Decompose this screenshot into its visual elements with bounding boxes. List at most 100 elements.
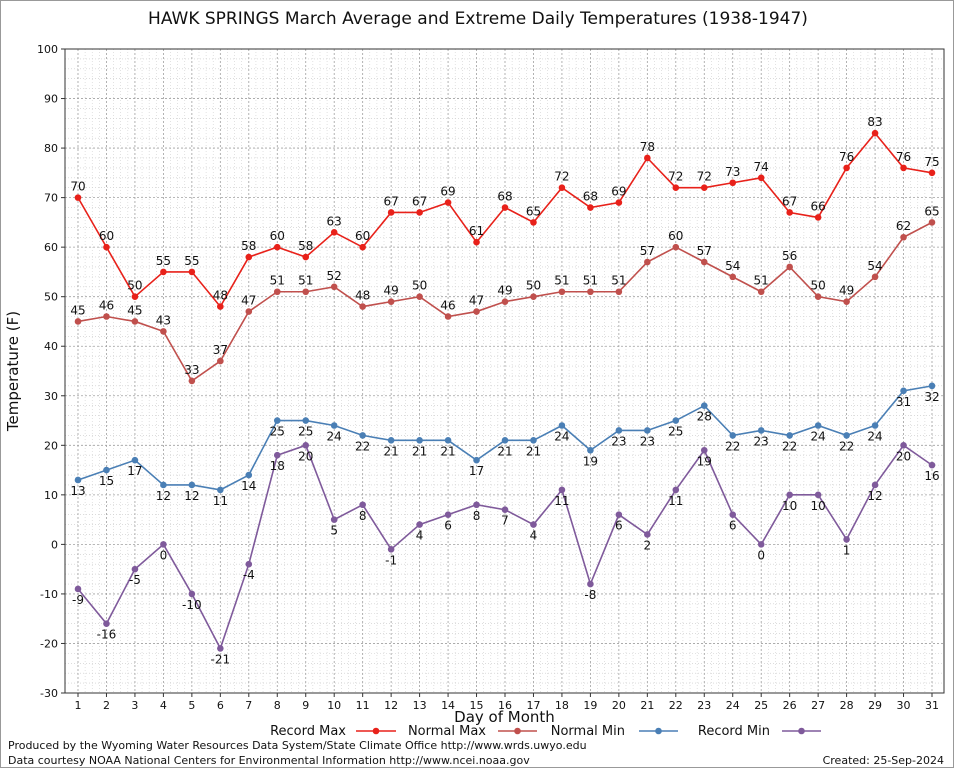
data-label: 6	[615, 519, 623, 533]
minor-gridlines	[65, 49, 944, 693]
data-point	[188, 481, 196, 489]
data-label: 72	[697, 170, 712, 184]
y-tick-label: 70	[44, 192, 58, 205]
data-point	[387, 546, 395, 553]
x-tick-label: 22	[669, 699, 683, 712]
x-tick-label: 28	[840, 699, 854, 712]
data-point	[217, 645, 224, 652]
x-tick-label: 20	[612, 699, 626, 712]
data-label: 68	[583, 190, 598, 204]
data-label: 2	[644, 538, 652, 552]
data-point	[530, 521, 537, 528]
data-label: 78	[640, 140, 655, 154]
data-label: 48	[355, 289, 370, 303]
data-label: 13	[70, 484, 85, 498]
data-label: 72	[668, 170, 683, 184]
data-point	[871, 273, 879, 281]
data-point	[843, 536, 850, 543]
data-label: 24	[554, 429, 569, 443]
data-label: -10	[182, 598, 202, 612]
data-point	[644, 427, 651, 434]
data-label: 62	[896, 219, 911, 233]
data-point	[615, 288, 623, 296]
x-tick-label: 25	[754, 699, 768, 712]
data-label: 24	[867, 429, 882, 443]
data-point	[245, 560, 253, 568]
data-point	[501, 298, 509, 305]
data-label: 50	[127, 279, 142, 293]
data-point	[444, 313, 452, 320]
y-tick-label: -30	[40, 687, 58, 700]
data-label: 49	[383, 284, 398, 298]
data-label: 51	[754, 274, 769, 288]
data-label: 68	[497, 190, 512, 204]
series-record-max: 70 60 50 55 55 48 58 60 58 63 60 67 67 69 61 68 65 72 68 69…	[70, 115, 940, 310]
data-label: 67	[782, 194, 797, 208]
data-label: 17	[127, 464, 142, 478]
data-label: 51	[611, 274, 626, 288]
x-tick-label: 29	[868, 699, 882, 712]
data-label: 10	[782, 499, 797, 513]
data-point	[615, 427, 623, 434]
data-label: 33	[184, 363, 199, 377]
data-label: 51	[298, 274, 313, 288]
data-point	[672, 243, 680, 251]
data-label: 50	[810, 279, 825, 293]
data-point	[74, 318, 82, 325]
data-label: 58	[241, 239, 256, 253]
footer-created: Created: 25-Sep-2024	[822, 754, 944, 767]
x-tick-label: 24	[726, 699, 740, 712]
data-point	[217, 303, 224, 310]
data-point	[843, 164, 850, 172]
data-label: 45	[127, 303, 142, 317]
data-point	[530, 293, 537, 300]
data-point	[131, 293, 139, 300]
y-tick-label: -10	[40, 588, 58, 601]
data-point	[587, 288, 594, 296]
data-label: 19	[697, 454, 712, 468]
data-label: 75	[924, 155, 939, 169]
data-point	[416, 209, 423, 216]
data-point	[330, 228, 338, 236]
y-tick-label: 100	[37, 43, 58, 56]
data-point	[587, 446, 594, 454]
data-point	[615, 511, 623, 518]
data-point	[473, 456, 480, 464]
data-point	[558, 422, 566, 429]
data-point	[615, 199, 623, 206]
data-label: 70	[70, 180, 85, 194]
data-label: 46	[99, 299, 114, 313]
data-point	[928, 461, 936, 469]
data-label: 0	[757, 548, 765, 562]
data-label: 37	[213, 343, 228, 357]
data-label: 51	[583, 274, 598, 288]
y-tick-label: -20	[40, 637, 58, 650]
data-point	[387, 298, 395, 305]
data-label: 72	[554, 170, 569, 184]
data-label: 45	[70, 303, 85, 317]
data-point	[245, 308, 253, 315]
data-label: 18	[270, 459, 285, 473]
data-point	[501, 506, 509, 514]
data-point	[729, 179, 737, 187]
legend-label: Normal Max	[408, 724, 486, 739]
data-point	[900, 233, 907, 241]
data-label: 25	[668, 425, 683, 439]
data-point	[273, 451, 281, 459]
y-tick-label: 20	[44, 439, 58, 452]
series-normal-max: 45 46 45 43 33 37 47 51 51 52 48 49 50 46 47 49 50 51 51 51…	[70, 204, 940, 385]
data-label: 65	[526, 204, 541, 218]
data-point	[74, 585, 82, 593]
data-point	[843, 298, 850, 305]
data-point	[501, 204, 509, 211]
data-point	[217, 357, 224, 365]
data-point	[273, 417, 281, 424]
y-axis-label: Temperature (F)	[4, 311, 22, 432]
data-label: 22	[839, 439, 854, 453]
data-label: -21	[211, 652, 231, 666]
data-point	[757, 541, 765, 548]
data-label: 24	[810, 429, 825, 443]
data-point	[131, 456, 139, 464]
data-label: 65	[924, 204, 939, 218]
data-label: 60	[270, 229, 285, 243]
